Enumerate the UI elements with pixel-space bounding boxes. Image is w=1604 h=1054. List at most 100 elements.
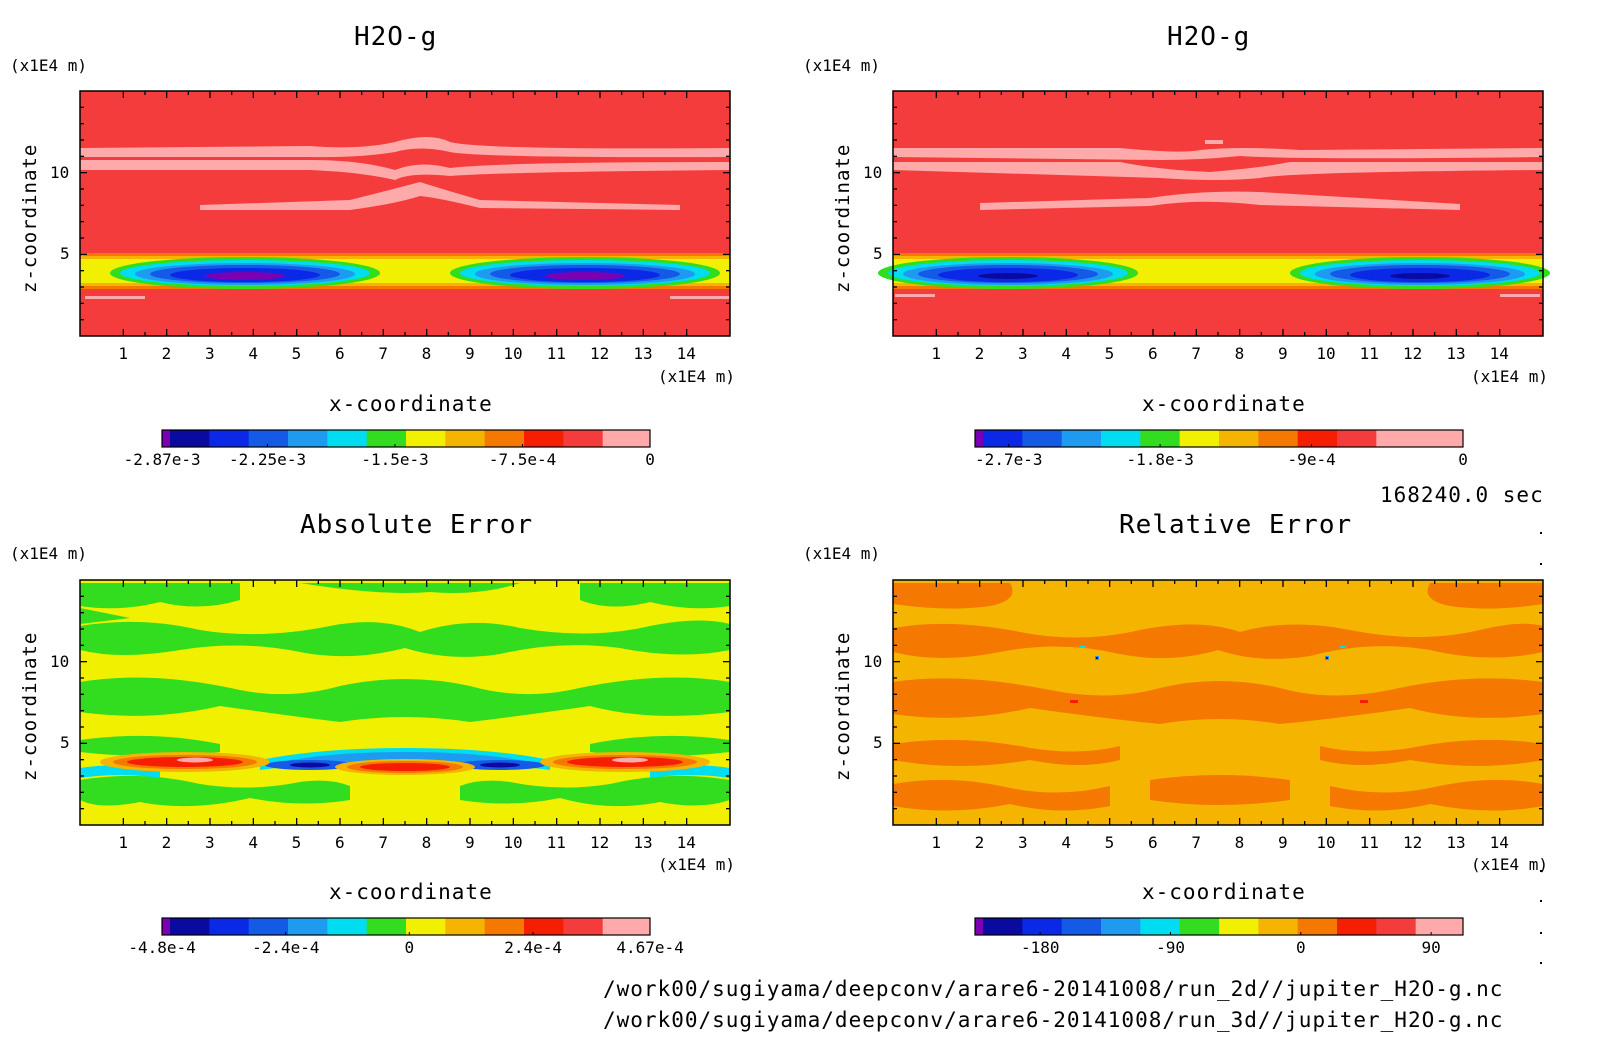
colorbar-label: 4.67e-4 xyxy=(616,938,684,957)
y-axis-label-h2o-2d: z-coordinate xyxy=(19,143,41,293)
panel-absolute-error xyxy=(79,579,731,826)
x-tick-label: 9 xyxy=(1278,344,1288,363)
colorbar-swatch xyxy=(1455,430,1463,447)
colorbar-label: -9e-4 xyxy=(1287,450,1336,469)
x-tick-label: 6 xyxy=(1148,344,1158,363)
colorbar-swatch xyxy=(563,430,604,447)
colorbar-swatch xyxy=(366,918,407,935)
x-tick-label: 6 xyxy=(1148,833,1158,852)
y-tick-label: 10 xyxy=(863,162,883,182)
y-unit-absolute-error: (x1E4 m) xyxy=(10,544,88,563)
colorbar-swatch xyxy=(642,918,650,935)
colorbar-swatch xyxy=(524,918,564,935)
panel-title-absolute-error: Absolute Error xyxy=(300,510,534,540)
x-tick-label: 5 xyxy=(291,344,302,363)
y-tick-label: 10 xyxy=(50,162,70,182)
colorbar-swatch xyxy=(975,430,983,447)
x-tick-label: 5 xyxy=(291,833,302,852)
colorbar-swatch xyxy=(1140,918,1181,935)
x-tick-label: 12 xyxy=(1403,833,1423,852)
colorbar-relative-error xyxy=(974,917,1464,936)
x-axis-label-absolute-error: x-coordinate xyxy=(329,880,493,904)
colorbar-swatch xyxy=(1297,918,1338,935)
x-tick-label: 9 xyxy=(465,833,475,852)
y-tick-label: 5 xyxy=(60,733,70,753)
x-tick-label: 10 xyxy=(503,344,523,363)
colorbar-swatch xyxy=(445,918,486,935)
colorbar-label: -2.7e-3 xyxy=(975,450,1043,469)
colorbar-label: 0 xyxy=(1458,450,1468,469)
y-tick-label: 10 xyxy=(863,651,883,671)
time-label: 168240.0 sec xyxy=(1380,483,1544,507)
x-tick-label: 1 xyxy=(931,833,941,852)
colorbar-swatch xyxy=(1376,430,1417,447)
y-unit-h2o-3d: (x1E4 m) xyxy=(803,56,881,75)
colorbar-swatch xyxy=(1415,430,1456,447)
y-tick-label: 10 xyxy=(50,651,70,671)
x-unit-h2o-3d: (x1E4 m) xyxy=(1471,367,1549,386)
x-tick-label: 9 xyxy=(1278,833,1288,852)
colorbar-frame xyxy=(974,429,1464,448)
colorbar-swatch xyxy=(406,918,446,935)
x-tick-label: 2 xyxy=(161,344,172,363)
x-tick-label: 4 xyxy=(248,833,258,852)
colorbar-swatch xyxy=(288,918,328,935)
colorbar-swatch xyxy=(975,918,983,935)
y-tick-label: 5 xyxy=(60,244,70,264)
colorbar-label: -2.87e-3 xyxy=(123,450,201,469)
colorbar-swatch xyxy=(327,430,368,447)
colorbar-swatch xyxy=(1415,918,1456,935)
x-tick-label: 13 xyxy=(633,344,653,363)
ticks-h2o-2d xyxy=(80,91,730,336)
colorbar-label: 0 xyxy=(645,450,655,469)
colorbar-swatch xyxy=(1337,430,1377,447)
colorbar-swatch xyxy=(1101,430,1141,447)
colorbar-swatch xyxy=(406,430,446,447)
colorbar-label: -7.5e-4 xyxy=(488,450,557,469)
x-axis-label-h2o-3d: x-coordinate xyxy=(1142,392,1306,416)
colorbar-label: 0 xyxy=(404,938,415,957)
x-tick-label: 14 xyxy=(1489,833,1509,852)
x-unit-absolute-error: (x1E4 m) xyxy=(658,855,736,874)
y-axis-label-h2o-3d: z-coordinate xyxy=(832,143,854,293)
x-tick-label: 7 xyxy=(378,833,388,852)
x-tick-label: 10 xyxy=(1316,833,1336,852)
colorbar-swatch xyxy=(1337,918,1377,935)
colorbar-h2o-3d xyxy=(974,429,1464,448)
x-tick-label: 10 xyxy=(503,833,523,852)
colorbar-swatch xyxy=(248,430,289,447)
panel-title-h2o-2d: H2O-g xyxy=(354,22,438,52)
panel-h2o-3d xyxy=(878,90,1550,337)
x-tick-label: 3 xyxy=(1018,344,1028,363)
x-tick-label: 14 xyxy=(676,833,696,852)
x-tick-label: 13 xyxy=(633,833,653,852)
x-tick-label: 4 xyxy=(248,344,258,363)
y-unit-relative-error: (x1E4 m) xyxy=(803,544,881,563)
y-unit-h2o-2d: (x1E4 m) xyxy=(10,56,88,75)
x-tick-label: 13 xyxy=(1446,833,1466,852)
colorbar-frame xyxy=(974,917,1464,936)
ticks-absolute-error xyxy=(80,580,730,825)
plot-area-absolute-error xyxy=(80,580,730,825)
colorbar-swatch xyxy=(524,430,564,447)
colorbar-label: -1.8e-3 xyxy=(1126,450,1194,469)
colorbar-swatch xyxy=(484,430,525,447)
panel-h2o-2d xyxy=(79,90,731,337)
x-tick-label: 5 xyxy=(1104,344,1115,363)
colorbar-swatch xyxy=(1061,430,1102,447)
colorbar-swatch xyxy=(642,430,650,447)
colorbar-label: -90 xyxy=(1156,938,1185,957)
colorbar-swatch xyxy=(1219,430,1259,447)
file-path-3d: /work00/sugiyama/deepconv/arare6-2014100… xyxy=(603,1008,1504,1032)
colorbar-swatch xyxy=(209,430,250,447)
x-tick-label: 3 xyxy=(1018,833,1028,852)
x-tick-label: 1 xyxy=(931,344,941,363)
colorbar-label: -2.25e-3 xyxy=(229,450,307,469)
x-tick-label: 10 xyxy=(1316,344,1336,363)
x-tick-label: 8 xyxy=(421,344,432,363)
x-tick-label: 14 xyxy=(676,344,696,363)
colorbar-swatch xyxy=(327,918,368,935)
colorbar-swatch xyxy=(162,430,170,447)
colorbar-swatch xyxy=(366,430,407,447)
x-tick-label: 9 xyxy=(465,344,475,363)
